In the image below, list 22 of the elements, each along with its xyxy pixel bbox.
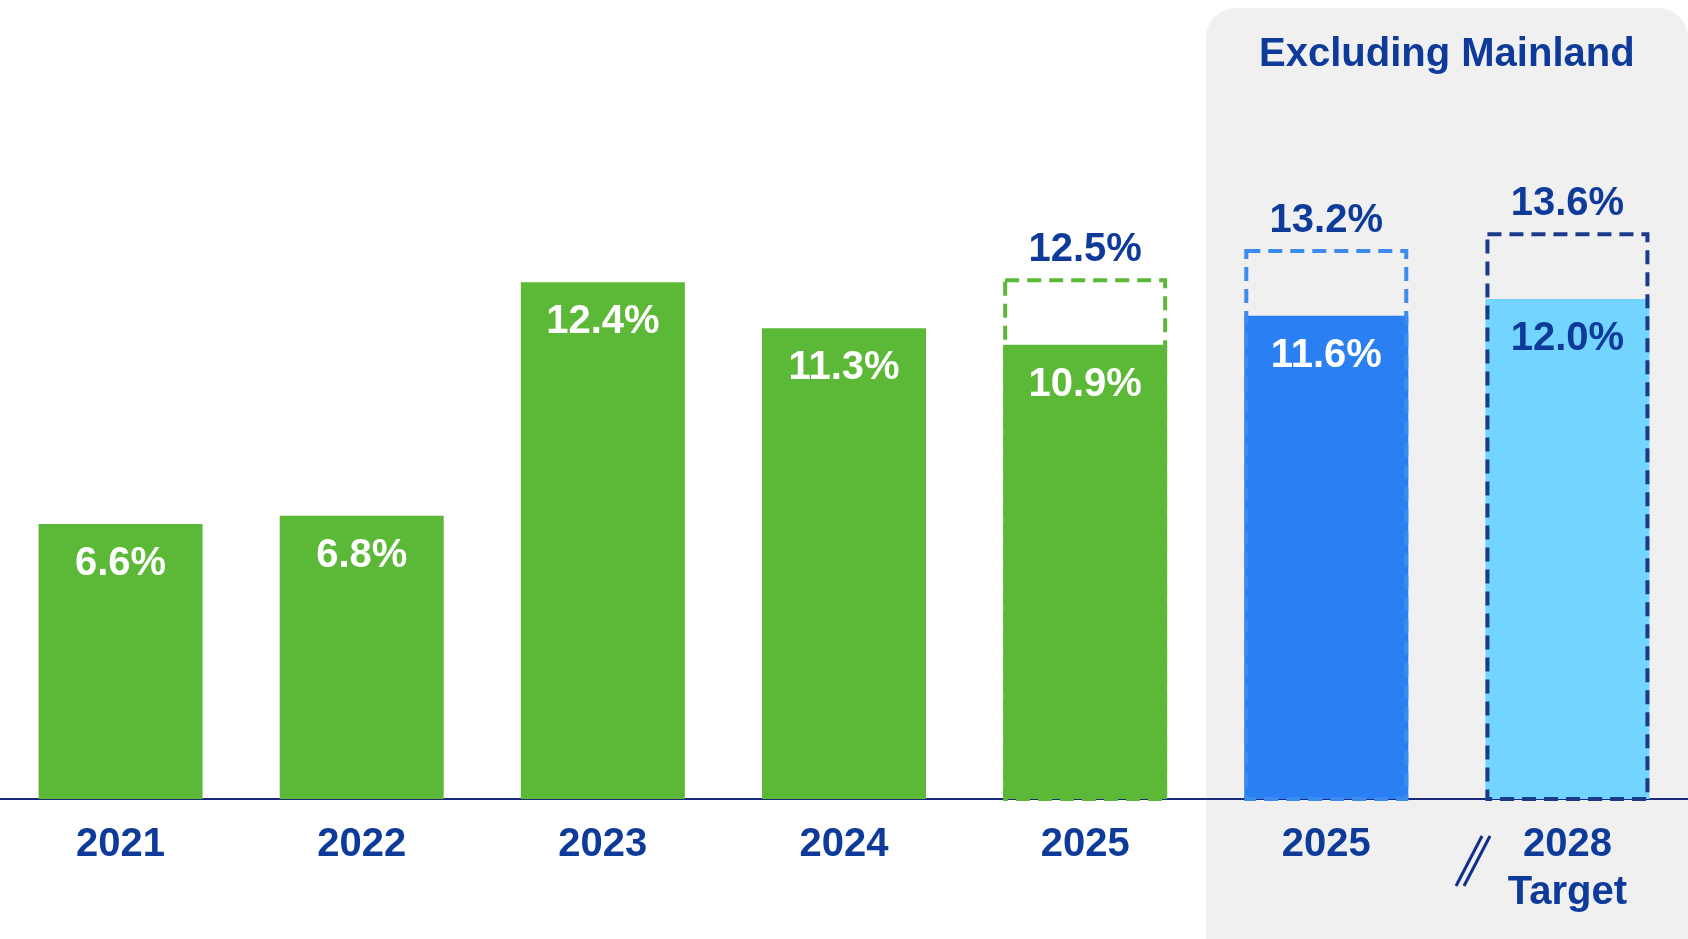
data-label: 13.2% xyxy=(1269,196,1383,241)
x-tick-label: 2024 xyxy=(799,820,890,865)
x-tick-label: 2025 xyxy=(1040,820,1130,865)
data-label: 12.4% xyxy=(546,297,660,342)
data-label: 13.6% xyxy=(1510,179,1625,224)
data-label: 6.8% xyxy=(316,530,408,575)
x-tick-label: 2022 xyxy=(317,820,407,865)
bar xyxy=(762,328,926,799)
bar xyxy=(38,524,203,799)
x-tick-label: 2025 xyxy=(1281,820,1371,865)
x-tick-label: 2023 xyxy=(558,820,648,865)
data-label: 10.9% xyxy=(1028,359,1142,404)
data-label: 11.3% xyxy=(788,343,900,388)
data-label: 11.6% xyxy=(1270,330,1382,375)
text: Excluding Mainland xyxy=(1258,30,1636,75)
bar xyxy=(279,515,444,799)
data-label: 6.6% xyxy=(74,539,167,584)
x-tick-label: 2021 xyxy=(76,820,166,865)
data-label: 12.5% xyxy=(1028,225,1142,270)
x-tick-label: 2028 Target xyxy=(1507,820,1628,913)
bar xyxy=(520,282,685,799)
data-label: 12.0% xyxy=(1510,314,1625,359)
